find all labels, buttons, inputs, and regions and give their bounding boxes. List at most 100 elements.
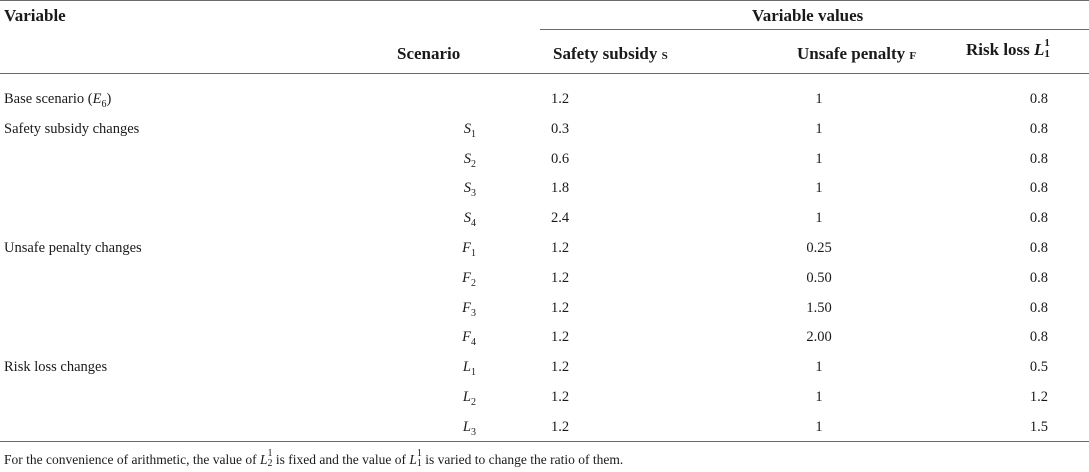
safety-subsidy-value-text: 1.2 (550, 240, 570, 256)
safety-subsidy-value-text: 1.2 (550, 329, 570, 345)
row-unsafe-penalty-value: 1 (815, 210, 822, 227)
risk-loss-value-text: 0.8 (1029, 270, 1048, 286)
footnote-text-2: is fixed and the value of (272, 452, 410, 468)
row-scenario-symbol: F (462, 300, 471, 316)
header-scenario: Scenario (397, 44, 461, 63)
risk-loss-value-text: 1.5 (1029, 419, 1048, 435)
row-unsafe-penalty-value: 0.25 (806, 240, 831, 257)
row-category-tail: ) (106, 91, 112, 107)
row-unsafe-penalty-value: 1.50 (806, 300, 831, 317)
row-scenario-subscript: 3 (471, 426, 476, 438)
row-scenario-subscript: 2 (471, 158, 476, 170)
row-risk-loss-value: 0.8 (0, 210, 1048, 227)
row-category-symbol: E (92, 91, 102, 107)
safety-subsidy-value-text: 2.4 (550, 210, 570, 226)
row-category-subscript: 6 (101, 98, 107, 110)
safety-subsidy-value-text: 1.2 (550, 300, 570, 316)
row-scenario-symbol: F (462, 329, 471, 345)
row-unsafe-penalty-value: 2.00 (806, 329, 831, 346)
row-scenario-subscript: 1 (471, 128, 476, 140)
row-scenario-symbol: F (462, 240, 471, 256)
row-unsafe-penalty-value: 1 (815, 419, 822, 436)
row-unsafe-penalty-value: 1 (815, 91, 822, 108)
header-unsafe-penalty-label: Unsafe penalty (797, 44, 906, 63)
footnote-sup-2: 1 (416, 448, 422, 459)
row-scenario: S3 (0, 180, 476, 199)
row-scenario: S2 (0, 151, 476, 170)
row-unsafe-penalty-value: 1 (815, 359, 822, 376)
header-risk-loss-symbol: L (1034, 40, 1045, 59)
row-scenario: F1 (0, 240, 476, 258)
row-safety-subsidy-value: 1.8 (551, 180, 569, 197)
row-risk-loss-value: 0.8 (0, 91, 1048, 108)
header-unsafe-penalty: Unsafe penalty F (797, 44, 916, 64)
risk-loss-value-text: 0.8 (1029, 300, 1048, 316)
risk-loss-value-text: 0.8 (1029, 121, 1048, 137)
header-bottom-rule (0, 73, 1089, 74)
row-scenario-symbol: S (463, 121, 471, 137)
row-safety-subsidy-value: 2.4 (551, 210, 569, 227)
unsafe-penalty-value-text: 1 (815, 389, 823, 405)
row-unsafe-penalty-value: 1 (815, 180, 822, 197)
safety-subsidy-value-text: 1.2 (550, 91, 570, 107)
header-variable-values: Variable values (752, 6, 864, 25)
row-scenario: F4 (0, 329, 476, 347)
unsafe-penalty-value-text: 1 (815, 91, 823, 107)
row-safety-subsidy-value: 1.2 (551, 91, 569, 108)
header-safety-subsidy-label: Safety subsidy (553, 44, 658, 63)
row-risk-loss-value: 0.8 (0, 270, 1048, 287)
row-safety-subsidy-value: 1.2 (551, 359, 569, 376)
row-risk-loss-value: 0.8 (0, 329, 1048, 346)
row-scenario: F2 (0, 270, 476, 289)
unsafe-penalty-value-text: 1 (815, 121, 823, 137)
row-scenario-symbol: S (463, 180, 471, 196)
unsafe-penalty-value-text: 1 (815, 359, 823, 375)
safety-subsidy-value-text: 1.8 (550, 180, 570, 196)
unsafe-penalty-value-text: 0.25 (806, 240, 832, 256)
risk-loss-value-text: 1.2 (1029, 389, 1048, 405)
row-scenario: L1 (0, 359, 476, 378)
row-unsafe-penalty-value: 1 (815, 151, 822, 168)
row-scenario: L3 (0, 419, 476, 438)
row-category: Risk loss changes (4, 359, 107, 376)
table-footnote: For the convenience of arithmetic, the v… (4, 448, 623, 471)
risk-loss-value-text: 0.8 (1029, 210, 1048, 226)
header-unsafe-penalty-symbol: F (909, 50, 917, 62)
row-unsafe-penalty-value: 1 (815, 121, 822, 138)
row-scenario-subscript: 2 (471, 277, 476, 289)
row-scenario: S4 (0, 210, 476, 228)
safety-subsidy-value-text: 1.2 (550, 359, 570, 375)
unsafe-penalty-value-text: 1 (815, 210, 823, 226)
table-top-rule (0, 0, 1089, 1)
risk-loss-value-text: 0.8 (1029, 240, 1048, 256)
risk-loss-value-text: 0.5 (1029, 359, 1048, 375)
header-variable: Variable (4, 6, 66, 25)
unsafe-penalty-value-text: 0.50 (806, 270, 832, 286)
risk-loss-value-text: 0.8 (1029, 329, 1048, 345)
row-scenario-subscript: 3 (471, 187, 476, 199)
row-scenario-symbol: S (463, 151, 471, 167)
row-risk-loss-value: 0.8 (0, 151, 1048, 168)
row-category: Safety subsidy changes (4, 121, 139, 138)
row-safety-subsidy-value: 1.2 (551, 300, 569, 317)
header-span-rule (540, 29, 1089, 30)
header-risk-loss-sub: 1 (1044, 48, 1050, 61)
header-risk-loss-sup: 1 (1044, 37, 1050, 50)
row-unsafe-penalty-value: 1 (815, 389, 822, 406)
unsafe-penalty-value-text: 1 (815, 180, 823, 196)
row-category-text: Base scenario ( (4, 91, 93, 107)
safety-subsidy-value-text: 1.2 (550, 389, 570, 405)
row-scenario-subscript: 3 (471, 307, 476, 319)
row-scenario-subscript: 1 (471, 366, 476, 378)
row-category-text: Safety subsidy changes (4, 121, 140, 137)
unsafe-penalty-value-text: 2.00 (806, 329, 832, 345)
header-safety-subsidy-symbol: S (661, 50, 669, 62)
row-category: Base scenario (E6) (4, 91, 112, 110)
footnote-symbol-2: L (409, 452, 417, 468)
row-safety-subsidy-value: 1.2 (551, 240, 569, 257)
row-safety-subsidy-value: 0.3 (551, 121, 569, 138)
risk-loss-value-text: 0.8 (1029, 91, 1048, 107)
row-risk-loss-value: 0.8 (0, 121, 1048, 138)
row-risk-loss-value: 1.5 (0, 419, 1048, 436)
